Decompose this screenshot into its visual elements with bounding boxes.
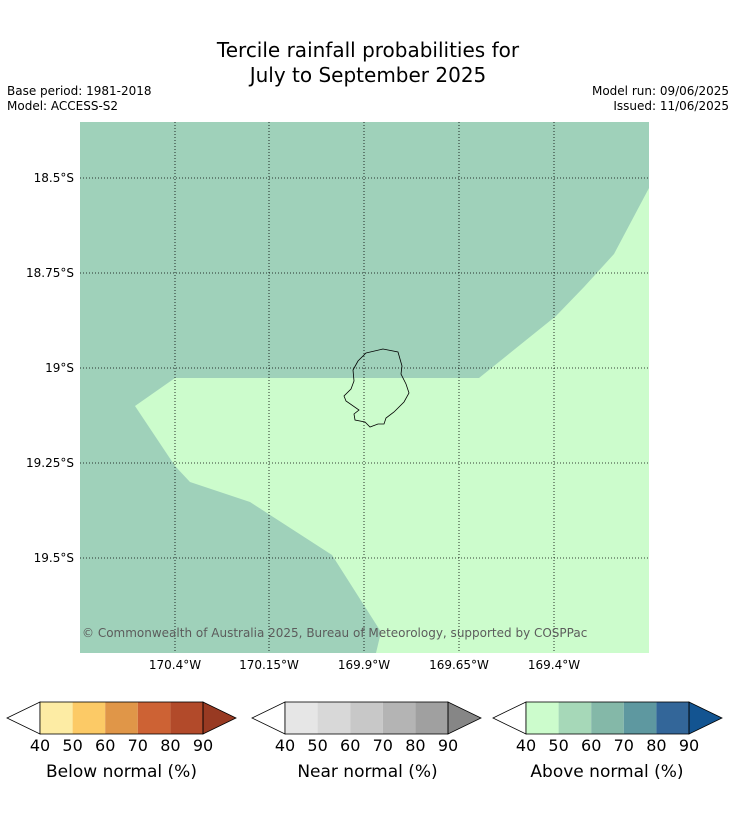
niue-island-outline — [343, 348, 410, 428]
lat-tick-label: 19.5°S — [34, 551, 74, 565]
chart-title: Tercile rainfall probabilities for July … — [0, 38, 736, 88]
base-period: Base period: 1981-2018 — [7, 84, 152, 98]
colorbar-tick-label: 40 — [275, 736, 295, 754]
colorbar-tick-label: 50 — [548, 736, 568, 754]
colorbar-tick-label: 60 — [340, 736, 360, 754]
colorbar-near-label: Near normal (%) — [297, 762, 438, 782]
colorbar-tick-label: 70 — [614, 736, 634, 754]
colorbar-high-extend — [688, 701, 723, 735]
colorbar-low-extend — [251, 701, 286, 735]
colorbar-frame — [525, 701, 690, 735]
colorbar-below: 40 50 60 70 80 90 — [6, 701, 237, 754]
colorbar-tick-label: 80 — [160, 736, 180, 754]
lon-tick-label: 170.4°W — [149, 658, 201, 672]
latitude-labels: 18.5°S 18.75°S 19°S 19.25°S 19.5°S — [26, 171, 74, 565]
colorbar-segment — [105, 702, 138, 734]
colorbar-tick-label: 70 — [128, 736, 148, 754]
colorbar-segment — [382, 702, 416, 734]
colorbar-segment — [350, 702, 383, 734]
colorbar-tick-label: 40 — [516, 736, 536, 754]
title-line-1: Tercile rainfall probabilities for — [216, 38, 520, 62]
colorbar-tick-label: 80 — [405, 736, 425, 754]
copyright-text: © Commonwealth of Australia 2025, Bureau… — [82, 626, 587, 640]
issued-date: Issued: 11/06/2025 — [613, 99, 729, 113]
meta-left: Base period: 1981-2018 Model: ACCESS-S2 — [7, 84, 152, 114]
colorbar-tick-label: 70 — [373, 736, 393, 754]
colorbar-segment — [170, 702, 203, 734]
colorbar-tick-label: 90 — [193, 736, 213, 754]
lat-tick-label: 18.75°S — [26, 266, 74, 280]
colorbar-high-extend — [202, 701, 237, 735]
lat-tick-label: 18.5°S — [34, 171, 74, 185]
colorbar-tick-label: 90 — [679, 736, 699, 754]
colorbar-segment — [415, 702, 448, 734]
colorbar-above: 40 50 60 70 80 90 — [492, 701, 723, 754]
colorbar-segment — [558, 702, 592, 734]
gridlines — [80, 122, 649, 653]
longitude-labels: 170.4°W 170.15°W 169.9°W 169.65°W 169.4°W — [149, 658, 580, 672]
colorbar-tick-label: 60 — [581, 736, 601, 754]
colorbar-segment — [591, 702, 624, 734]
colorbar-tick-label: 50 — [62, 736, 82, 754]
model-name: Model: ACCESS-S2 — [7, 99, 119, 113]
colorbar-frame — [284, 701, 449, 735]
colorbar-below-label: Below normal (%) — [46, 762, 197, 782]
colorbar-near: 40 50 60 70 80 90 — [251, 701, 482, 754]
model-run: Model run: 09/06/2025 — [591, 84, 729, 98]
lon-tick-label: 169.9°W — [338, 658, 390, 672]
lat-tick-label: 19.25°S — [26, 456, 74, 470]
colorbar-high-extend — [447, 701, 482, 735]
region-above-40-50 — [135, 188, 649, 653]
colorbar-tick-label: 40 — [30, 736, 50, 754]
colorbar-segment — [40, 702, 73, 734]
colorbar-tick-label: 90 — [438, 736, 458, 754]
meta-right: Model run: 09/06/2025 Issued: 11/06/2025 — [592, 84, 729, 114]
colorbar-segment — [137, 702, 171, 734]
colorbar-segment — [656, 702, 689, 734]
title-line-2: July to September 2025 — [249, 63, 487, 87]
colorbar-segment — [623, 702, 657, 734]
colorbar-low-extend — [492, 701, 527, 735]
colorbar-tick-label: 50 — [307, 736, 327, 754]
colorbar-frame — [39, 701, 204, 735]
lon-tick-label: 170.15°W — [239, 658, 299, 672]
colorbar-segment — [72, 702, 106, 734]
colorbar-tick-label: 80 — [646, 736, 666, 754]
colorbar-low-extend — [6, 701, 41, 735]
lon-tick-label: 169.4°W — [528, 658, 580, 672]
colorbar-above-label: Above normal (%) — [530, 762, 684, 782]
colorbar-tick-label: 60 — [95, 736, 115, 754]
lon-tick-label: 169.65°W — [429, 658, 489, 672]
colorbar-segment — [285, 702, 318, 734]
lat-tick-label: 19°S — [45, 361, 74, 375]
colorbar-segment — [317, 702, 351, 734]
colorbar-segment — [526, 702, 559, 734]
probability-map: 18.5°S18.75°S19°S19.25°S19.5°S 170.4°W 17… — [26, 122, 649, 672]
